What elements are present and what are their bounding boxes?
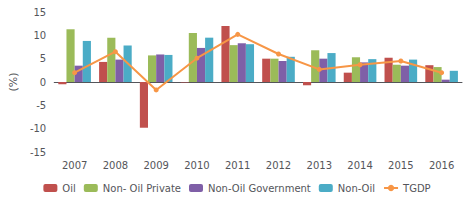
svg-text:TGDP: TGDP bbox=[402, 183, 431, 194]
svg-text:10: 10 bbox=[33, 30, 46, 41]
svg-text:2010: 2010 bbox=[184, 160, 209, 171]
svg-text:Non-Oil Government: Non-Oil Government bbox=[208, 183, 311, 194]
svg-text:2007: 2007 bbox=[62, 160, 87, 171]
svg-text:-15: -15 bbox=[30, 147, 46, 158]
svg-text:2011: 2011 bbox=[225, 160, 250, 171]
svg-text:(%): (%) bbox=[7, 72, 20, 91]
svg-text:5: 5 bbox=[40, 53, 46, 64]
svg-text:-5: -5 bbox=[36, 100, 46, 111]
svg-text:2012: 2012 bbox=[266, 160, 291, 171]
svg-text:Non-Oil: Non-Oil bbox=[338, 183, 375, 194]
svg-text:0: 0 bbox=[40, 77, 46, 88]
svg-text:2009: 2009 bbox=[143, 160, 168, 171]
svg-text:2014: 2014 bbox=[347, 160, 372, 171]
svg-text:Oil: Oil bbox=[62, 183, 75, 194]
svg-text:2008: 2008 bbox=[103, 160, 128, 171]
svg-text:2016: 2016 bbox=[429, 160, 454, 171]
svg-text:Non- Oil Private: Non- Oil Private bbox=[103, 183, 181, 194]
svg-text:2015: 2015 bbox=[388, 160, 413, 171]
svg-text:2013: 2013 bbox=[307, 160, 332, 171]
svg-text:15: 15 bbox=[33, 7, 46, 18]
svg-text:-10: -10 bbox=[30, 123, 46, 134]
